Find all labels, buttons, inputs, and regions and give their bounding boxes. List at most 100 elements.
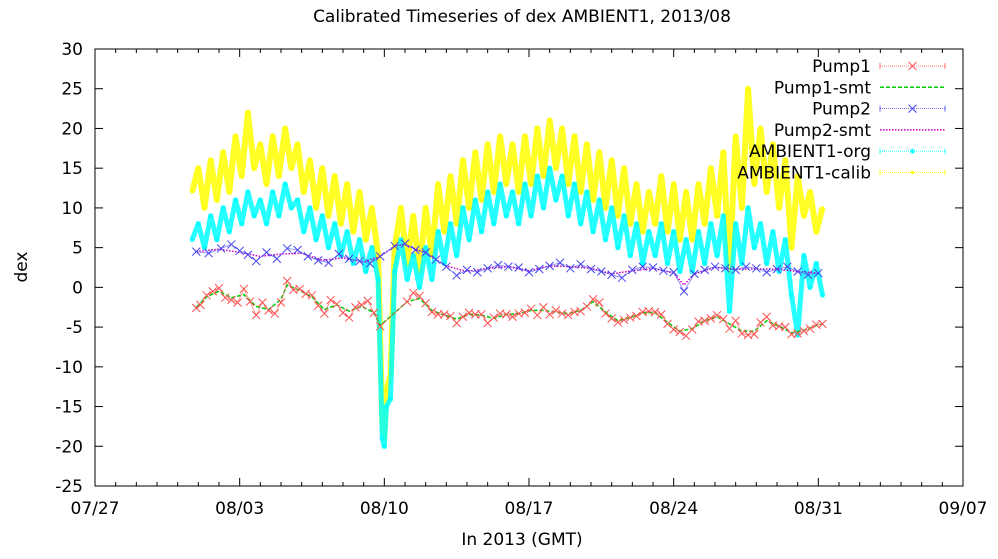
data-point-ambient1-org-21-stroke-d2 — [319, 213, 325, 219]
data-point-pump1-79-stroke-b — [700, 316, 710, 326]
data-point-ambient1-calib-14 — [277, 174, 281, 178]
data-point-pump1-34 — [421, 298, 431, 308]
data-point-ambient1-calib-57 — [529, 182, 533, 186]
data-point-ambient1-calib-81 — [678, 238, 682, 242]
data-point-ambient1-calib-65 — [579, 190, 583, 194]
data-point-pump1-77-stroke-b — [687, 325, 697, 334]
data-point-pump1-2-stroke-b — [202, 290, 211, 300]
data-point-ambient1-calib-46 — [461, 158, 465, 162]
data-point-pump1-63-stroke-b — [601, 309, 610, 318]
data-point-ambient1-org-49 — [478, 229, 484, 235]
data-point-ambient1-org-30 — [375, 276, 381, 282]
data-point-pump2-32-stroke-b — [524, 267, 534, 277]
data-point-ambient1-org-50 — [485, 189, 491, 195]
data-point-pump2-33 — [534, 264, 544, 274]
data-point-pump1-23 — [332, 299, 342, 309]
data-point-pump1-11-stroke-b — [258, 298, 267, 307]
data-point-ambient1-org-7 — [233, 197, 239, 203]
data-point-ambient1-org-94-stroke-d2 — [758, 221, 763, 227]
data-point-pump1-64 — [607, 313, 617, 323]
data-point-pump2-51-stroke-b — [720, 263, 730, 273]
data-point-pump2-54-stroke-b — [751, 263, 761, 273]
data-point-pump1-23-stroke-b — [332, 299, 342, 309]
data-point-ambient1-org-31 — [379, 435, 385, 441]
data-point-pump1-73-stroke-b — [663, 319, 672, 329]
data-point-ambient1-calib-50 — [486, 142, 490, 146]
x-tick-label: 07/27 — [71, 499, 120, 519]
data-point-pump1-5 — [220, 293, 230, 303]
data-point-ambient1-org-18-stroke-d2 — [301, 229, 307, 235]
data-point-pump1-18-stroke-b — [301, 289, 311, 299]
data-point-pump1-8-stroke-b — [239, 284, 249, 294]
data-point-pump1-71-stroke-b — [650, 307, 660, 317]
data-point-pump2-53-stroke-b — [741, 262, 751, 272]
data-point-ambient1-calib-19 — [308, 158, 312, 162]
data-point-pump2-22-stroke-b — [421, 248, 431, 257]
data-point-ambient1-org-12 — [264, 221, 270, 227]
data-point-ambient1-org-61 — [553, 197, 559, 203]
data-point-ambient1-calib-23 — [333, 174, 337, 178]
data-point-ambient1-calib-75 — [641, 230, 645, 234]
data-point-pump1-29 — [369, 308, 379, 318]
data-point-pump1-33-stroke-b — [415, 291, 424, 301]
data-point-ambient1-org-0-stroke-d2 — [189, 237, 195, 243]
data-point-ambient1-org-34 — [388, 396, 394, 402]
data-point-pump1-9-stroke-b — [245, 297, 255, 307]
series-pump1-smt — [195, 284, 823, 334]
legend-label: Pump2 — [812, 100, 871, 120]
data-point-ambient1-calib-8 — [240, 174, 244, 178]
data-point-pump1-51-stroke-b — [526, 304, 536, 314]
data-point-ambient1-calib-72 — [622, 166, 626, 170]
y-tick-label: 25 — [61, 80, 83, 100]
data-point-ambient1-calib-42 — [436, 182, 440, 186]
data-point-ambient1-org-56 — [522, 181, 528, 187]
data-point-ambient1-org-94 — [757, 221, 763, 227]
data-point-pump2-37-stroke-b — [576, 259, 586, 269]
data-point-ambient1-org-2 — [202, 245, 208, 251]
legend-label: Pump1 — [812, 57, 871, 77]
data-point-ambient1-org-56-stroke-d2 — [522, 181, 528, 187]
data-point-ambient1-org-96-stroke-d2 — [770, 229, 776, 235]
data-point-pump2-17-stroke-b — [365, 259, 375, 268]
data-point-ambient1-org-84-stroke-d2 — [696, 229, 701, 235]
data-point-ambient1-org-49-stroke-d2 — [479, 229, 484, 235]
data-point-pump1-67 — [625, 313, 635, 322]
data-point-pump1-19 — [307, 290, 317, 300]
data-point-pump1-81-stroke-b — [712, 310, 722, 320]
data-point-pump1-0-stroke-b — [191, 303, 201, 313]
legend-swatch-marker — [910, 170, 915, 175]
data-point-pump2-59-stroke-b — [803, 270, 813, 280]
data-point-pump1-53 — [539, 302, 548, 312]
data-point-pump2-31 — [514, 263, 524, 272]
data-point-ambient1-calib-59 — [541, 174, 546, 178]
data-point-pump1-15-stroke-b — [282, 276, 292, 286]
data-point-ambient1-calib-48 — [473, 150, 477, 154]
data-point-pump2-54 — [751, 263, 761, 273]
data-point-ambient1-org-38 — [410, 253, 416, 259]
data-point-ambient1-calib-15 — [283, 126, 287, 131]
data-point-pump1-27-stroke-b — [357, 300, 366, 310]
data-point-pump1-65-stroke-b — [613, 317, 623, 327]
data-point-pump1-72 — [656, 310, 666, 319]
data-point-ambient1-calib-40 — [424, 206, 428, 210]
data-point-pump2-42 — [627, 265, 637, 275]
data-point-pump1-21-stroke-b — [320, 309, 329, 318]
data-point-pump2-40 — [607, 270, 617, 280]
data-point-pump2-19 — [390, 241, 400, 251]
data-point-ambient1-org-87-stroke-d2 — [714, 253, 720, 258]
data-point-ambient1-org-10-stroke-d2 — [251, 213, 257, 219]
data-point-ambient1-org-80 — [671, 229, 677, 235]
data-point-pump2-6-stroke-b — [251, 256, 261, 266]
data-point-pump1-55-stroke-b — [551, 306, 561, 315]
data-point-pump2-41-stroke-b — [617, 273, 627, 283]
data-point-pump1-82 — [718, 314, 728, 324]
data-point-ambient1-org-53 — [503, 213, 509, 219]
data-point-pump1-52-stroke-b — [532, 310, 542, 320]
data-point-pump2-3-stroke-b — [227, 240, 236, 249]
legend-entry-ambient1-calib: AMBIENT1-calib — [737, 164, 946, 184]
data-point-pump1-54 — [545, 310, 555, 319]
data-point-pump1-68-stroke-b — [632, 311, 641, 321]
data-point-pump1-27 — [357, 300, 366, 310]
data-point-ambient1-org-55 — [516, 221, 522, 227]
data-point-ambient1-org-9 — [245, 189, 251, 195]
